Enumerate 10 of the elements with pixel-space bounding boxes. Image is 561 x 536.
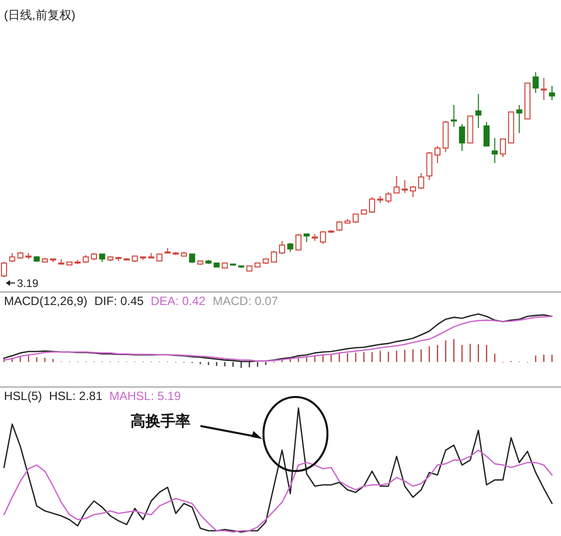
text: DIF: 0.45 [94, 294, 144, 308]
text: MACD: 0.07 [212, 294, 278, 308]
chart-title: HSL(5) [4, 389, 42, 403]
text: MAHSL: 5.19 [109, 389, 182, 403]
text: DEA: 0.42 [150, 294, 206, 308]
chart-title: MACD(12,26,9) [4, 294, 88, 308]
chart-title: (日线,前复权) [4, 8, 76, 22]
text: 3.19 [17, 278, 38, 290]
text: HSL: 2.81 [49, 389, 103, 403]
annotation: 高换手率 [130, 412, 190, 430]
